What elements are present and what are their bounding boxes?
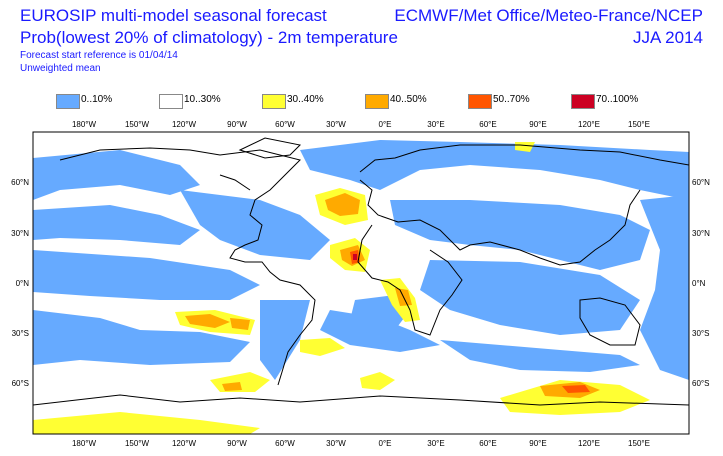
lon-tick-label: 60°W xyxy=(275,439,295,448)
legend-label: 70..100% xyxy=(596,94,639,105)
legend-swatch xyxy=(262,94,286,109)
forecast-start-reference: Forecast start reference is 01/04/14 xyxy=(20,50,178,61)
lat-tick-label: 30°N xyxy=(692,229,710,238)
lon-tick-label: 150°W xyxy=(125,439,150,448)
legend-label: 40..50% xyxy=(390,94,427,105)
legend-swatch xyxy=(571,94,595,109)
lat-tick-label: 30°S xyxy=(692,329,709,338)
lat-tick-label: 0°N xyxy=(692,279,706,288)
lon-tick-label: 150°E xyxy=(628,439,650,448)
lat-tick-label: 0°N xyxy=(16,279,30,288)
lon-tick-label: 0°E xyxy=(379,439,392,448)
latitude-ticks-left: 60°N 30°N 0°N 30°S 60°S xyxy=(11,178,29,388)
lon-tick-label: 0°E xyxy=(379,120,392,129)
title-line-2: Prob(lowest 20% of climatology) - 2m tem… xyxy=(20,28,398,47)
lon-tick-label: 30°W xyxy=(326,439,346,448)
lat-tick-label: 60°N xyxy=(11,178,29,187)
lon-tick-label: 90°E xyxy=(529,120,546,129)
lon-tick-label: 120°W xyxy=(172,120,197,129)
title-line-1: EUROSIP multi-model seasonal forecast xyxy=(20,6,327,25)
lon-tick-label: 90°E xyxy=(529,439,546,448)
legend-swatch xyxy=(365,94,389,109)
longitude-ticks-bottom: 180°W 150°W 120°W 90°W 60°W 30°W 0°E 30°… xyxy=(72,439,650,448)
probability-field xyxy=(33,140,689,434)
season-label: JJA 2014 xyxy=(633,28,703,47)
lon-tick-label: 120°W xyxy=(172,439,197,448)
legend-label: 10..30% xyxy=(184,94,221,105)
legend-swatch xyxy=(159,94,183,109)
lon-tick-label: 120°E xyxy=(578,439,600,448)
lon-tick-label: 30°W xyxy=(326,120,346,129)
lon-tick-label: 90°W xyxy=(227,439,247,448)
lat-tick-label: 30°S xyxy=(12,329,29,338)
lon-tick-label: 120°E xyxy=(578,120,600,129)
lat-tick-label: 60°S xyxy=(692,379,709,388)
legend-label: 0..10% xyxy=(81,94,113,105)
map-frame xyxy=(32,131,690,435)
producers-label: ECMWF/Met Office/Meteo-France/NCEP xyxy=(394,6,703,25)
legend-label: 30..40% xyxy=(287,94,324,105)
lon-tick-label: 180°W xyxy=(72,120,97,129)
weighting-note: Unweighted mean xyxy=(20,63,101,74)
lat-tick-label: 30°N xyxy=(11,229,29,238)
coastlines xyxy=(33,137,689,406)
lon-tick-label: 30°E xyxy=(427,439,444,448)
lon-tick-label: 30°E xyxy=(427,120,444,129)
lon-tick-label: 150°W xyxy=(125,120,150,129)
lon-tick-label: 90°W xyxy=(227,120,247,129)
longitude-ticks-top: 180°W 150°W 120°W 90°W 60°W 30°W 0°E 30°… xyxy=(72,120,650,129)
lon-tick-label: 180°W xyxy=(72,439,97,448)
lat-tick-label: 60°S xyxy=(12,379,29,388)
lon-tick-label: 60°E xyxy=(479,439,496,448)
lon-tick-label: 60°W xyxy=(275,120,295,129)
legend-swatch xyxy=(56,94,80,109)
lat-tick-label: 60°N xyxy=(692,178,710,187)
legend-swatch xyxy=(468,94,492,109)
latitude-ticks-right: 60°N 30°N 0°N 30°S 60°S xyxy=(692,178,710,388)
lon-tick-label: 150°E xyxy=(628,120,650,129)
legend-label: 50..70% xyxy=(493,94,530,105)
lon-tick-label: 60°E xyxy=(479,120,496,129)
